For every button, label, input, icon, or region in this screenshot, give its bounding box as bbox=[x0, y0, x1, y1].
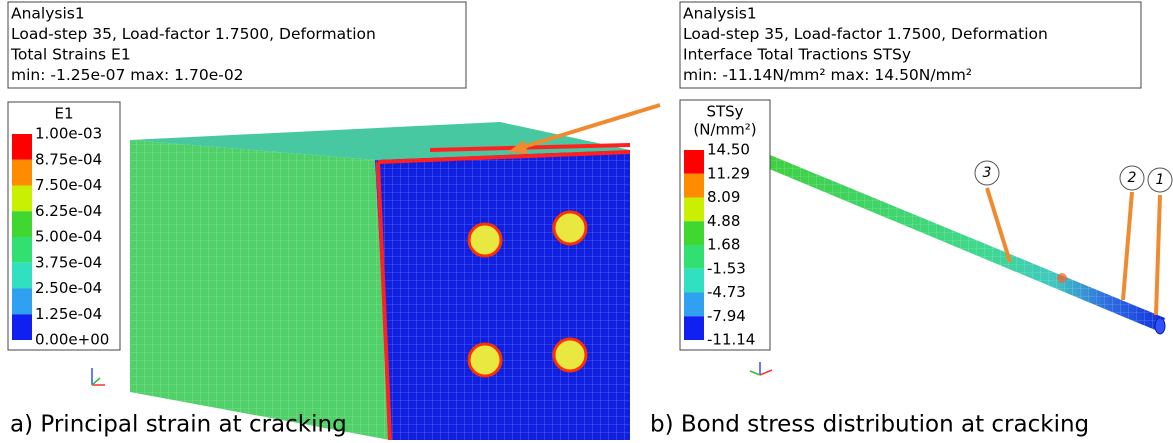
strain-model bbox=[92, 105, 660, 440]
info-line: min: -11.14N/mm² max: 14.50N/mm² bbox=[683, 66, 972, 84]
rod-mesh bbox=[767, 155, 1165, 332]
legend-swatch bbox=[684, 198, 704, 222]
legend-label: -11.14 bbox=[707, 331, 755, 349]
legend-label: 5.00e-04 bbox=[35, 228, 102, 246]
legend-label: 0.00e+00 bbox=[35, 331, 109, 349]
legend-label: -4.73 bbox=[707, 283, 746, 301]
legend-label: 8.09 bbox=[707, 188, 740, 206]
legend-swatch bbox=[12, 263, 32, 289]
info-line: min: -1.25e-07 max: 1.70e-02 bbox=[11, 66, 244, 84]
legend-label: -7.94 bbox=[707, 307, 746, 325]
caption: b) Bond stress distribution at cracking bbox=[650, 412, 1089, 438]
legend-label: 6.25e-04 bbox=[35, 202, 102, 220]
legend-swatch bbox=[684, 150, 704, 174]
legend-label: 7.50e-04 bbox=[35, 176, 102, 194]
legend-swatch bbox=[12, 134, 32, 160]
legend-label: 14.50 bbox=[707, 141, 750, 159]
legend-label: -1.53 bbox=[707, 259, 746, 277]
legend-swatch bbox=[12, 314, 32, 340]
legend-swatch bbox=[12, 211, 32, 237]
legend-label: 8.75e-04 bbox=[35, 150, 102, 168]
legend-swatch bbox=[12, 160, 32, 186]
side-mesh bbox=[130, 140, 390, 440]
figure: Analysis1 Load-step 35, Load-factor 1.750… bbox=[0, 0, 1173, 443]
info-line: Interface Total Tractions STSy bbox=[683, 46, 911, 64]
legend-swatch bbox=[684, 269, 704, 293]
legend-label: 1.25e-04 bbox=[35, 305, 102, 323]
callout-number: 3 bbox=[983, 165, 992, 181]
legend-label: 2.50e-04 bbox=[35, 279, 102, 297]
callout-number: 2 bbox=[1128, 170, 1137, 186]
legend-label: 4.88 bbox=[707, 212, 740, 230]
legend-swatch bbox=[12, 289, 32, 315]
legend-title: STSy bbox=[706, 103, 743, 121]
info-line: Analysis1 bbox=[683, 5, 757, 23]
rod-end bbox=[1155, 318, 1165, 334]
hot-spot bbox=[1057, 273, 1067, 283]
legend-swatch bbox=[684, 174, 704, 198]
axis-triad-b bbox=[750, 362, 772, 375]
legend-swatch bbox=[12, 237, 32, 263]
bond-model bbox=[750, 155, 1172, 375]
front-mesh bbox=[375, 150, 630, 440]
legend-swatch bbox=[684, 245, 704, 269]
info-line: Load-step 35, Load-factor 1.7500, Deform… bbox=[11, 25, 376, 43]
legend-swatch bbox=[684, 293, 704, 317]
legend-swatch bbox=[684, 316, 704, 340]
caption: a) Principal strain at cracking bbox=[10, 412, 347, 438]
legend-title: E1 bbox=[54, 105, 73, 123]
info-line: Analysis1 bbox=[11, 5, 85, 23]
legend-swatch bbox=[12, 186, 32, 212]
info-line: Load-step 35, Load-factor 1.7500, Deform… bbox=[683, 25, 1048, 43]
legend-swatch bbox=[684, 221, 704, 245]
callout-arrows bbox=[987, 188, 1160, 315]
legend-label: 1.00e-03 bbox=[35, 125, 102, 143]
info-line: Total Strains E1 bbox=[10, 46, 131, 64]
axis-triad bbox=[92, 368, 105, 385]
figure-canvas: Analysis1 Load-step 35, Load-factor 1.750… bbox=[0, 0, 1173, 443]
callout-circles bbox=[975, 161, 1172, 192]
legend-label: 1.68 bbox=[707, 236, 740, 254]
legend-label: 11.29 bbox=[707, 164, 750, 182]
callout-number: 1 bbox=[1156, 172, 1165, 188]
legend-label: 3.75e-04 bbox=[35, 253, 102, 271]
legend-title: (N/mm²) bbox=[693, 121, 756, 139]
